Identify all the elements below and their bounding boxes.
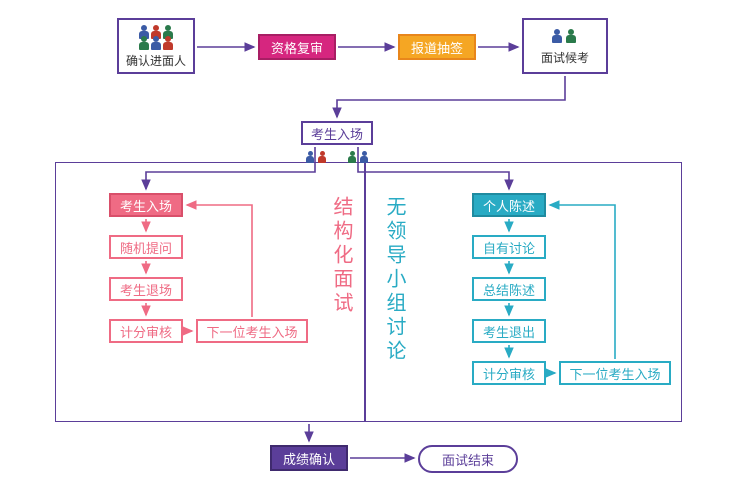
r-node-3: 总结陈述 [472, 277, 546, 301]
node-review: 资格复审 [258, 34, 336, 60]
node-wait: 面试候考 [522, 18, 608, 74]
r-node-2: 自有讨论 [472, 235, 546, 259]
node-confirm-applicant: 确认进面人 [117, 18, 195, 74]
l-node-5: 下一位考生入场 [196, 319, 308, 343]
node-label: 确认进面人 [126, 52, 186, 69]
node-label: 面试候考 [541, 49, 589, 66]
node-end: 面试结束 [418, 445, 518, 473]
l-node-3: 考生退场 [109, 277, 183, 301]
panel-left [55, 162, 365, 422]
right-title: 无领导小组讨论 [380, 196, 409, 364]
r-node-5: 计分审核 [472, 361, 546, 385]
l-node-1: 考生入场 [109, 193, 183, 217]
r-node-1: 个人陈述 [472, 193, 546, 217]
split-icon-right [348, 150, 368, 168]
node-enter: 考生入场 [301, 121, 373, 145]
node-score-confirm: 成绩确认 [270, 445, 348, 471]
people-icon [552, 29, 578, 47]
l-node-2: 随机提问 [109, 235, 183, 259]
people-icon [139, 25, 173, 50]
left-title: 结构化面试 [327, 196, 356, 316]
l-node-4: 计分审核 [109, 319, 183, 343]
split-icon-left [306, 150, 326, 168]
node-draw: 报道抽签 [398, 34, 476, 60]
r-node-4: 考生退出 [472, 319, 546, 343]
r-node-6: 下一位考生入场 [559, 361, 671, 385]
